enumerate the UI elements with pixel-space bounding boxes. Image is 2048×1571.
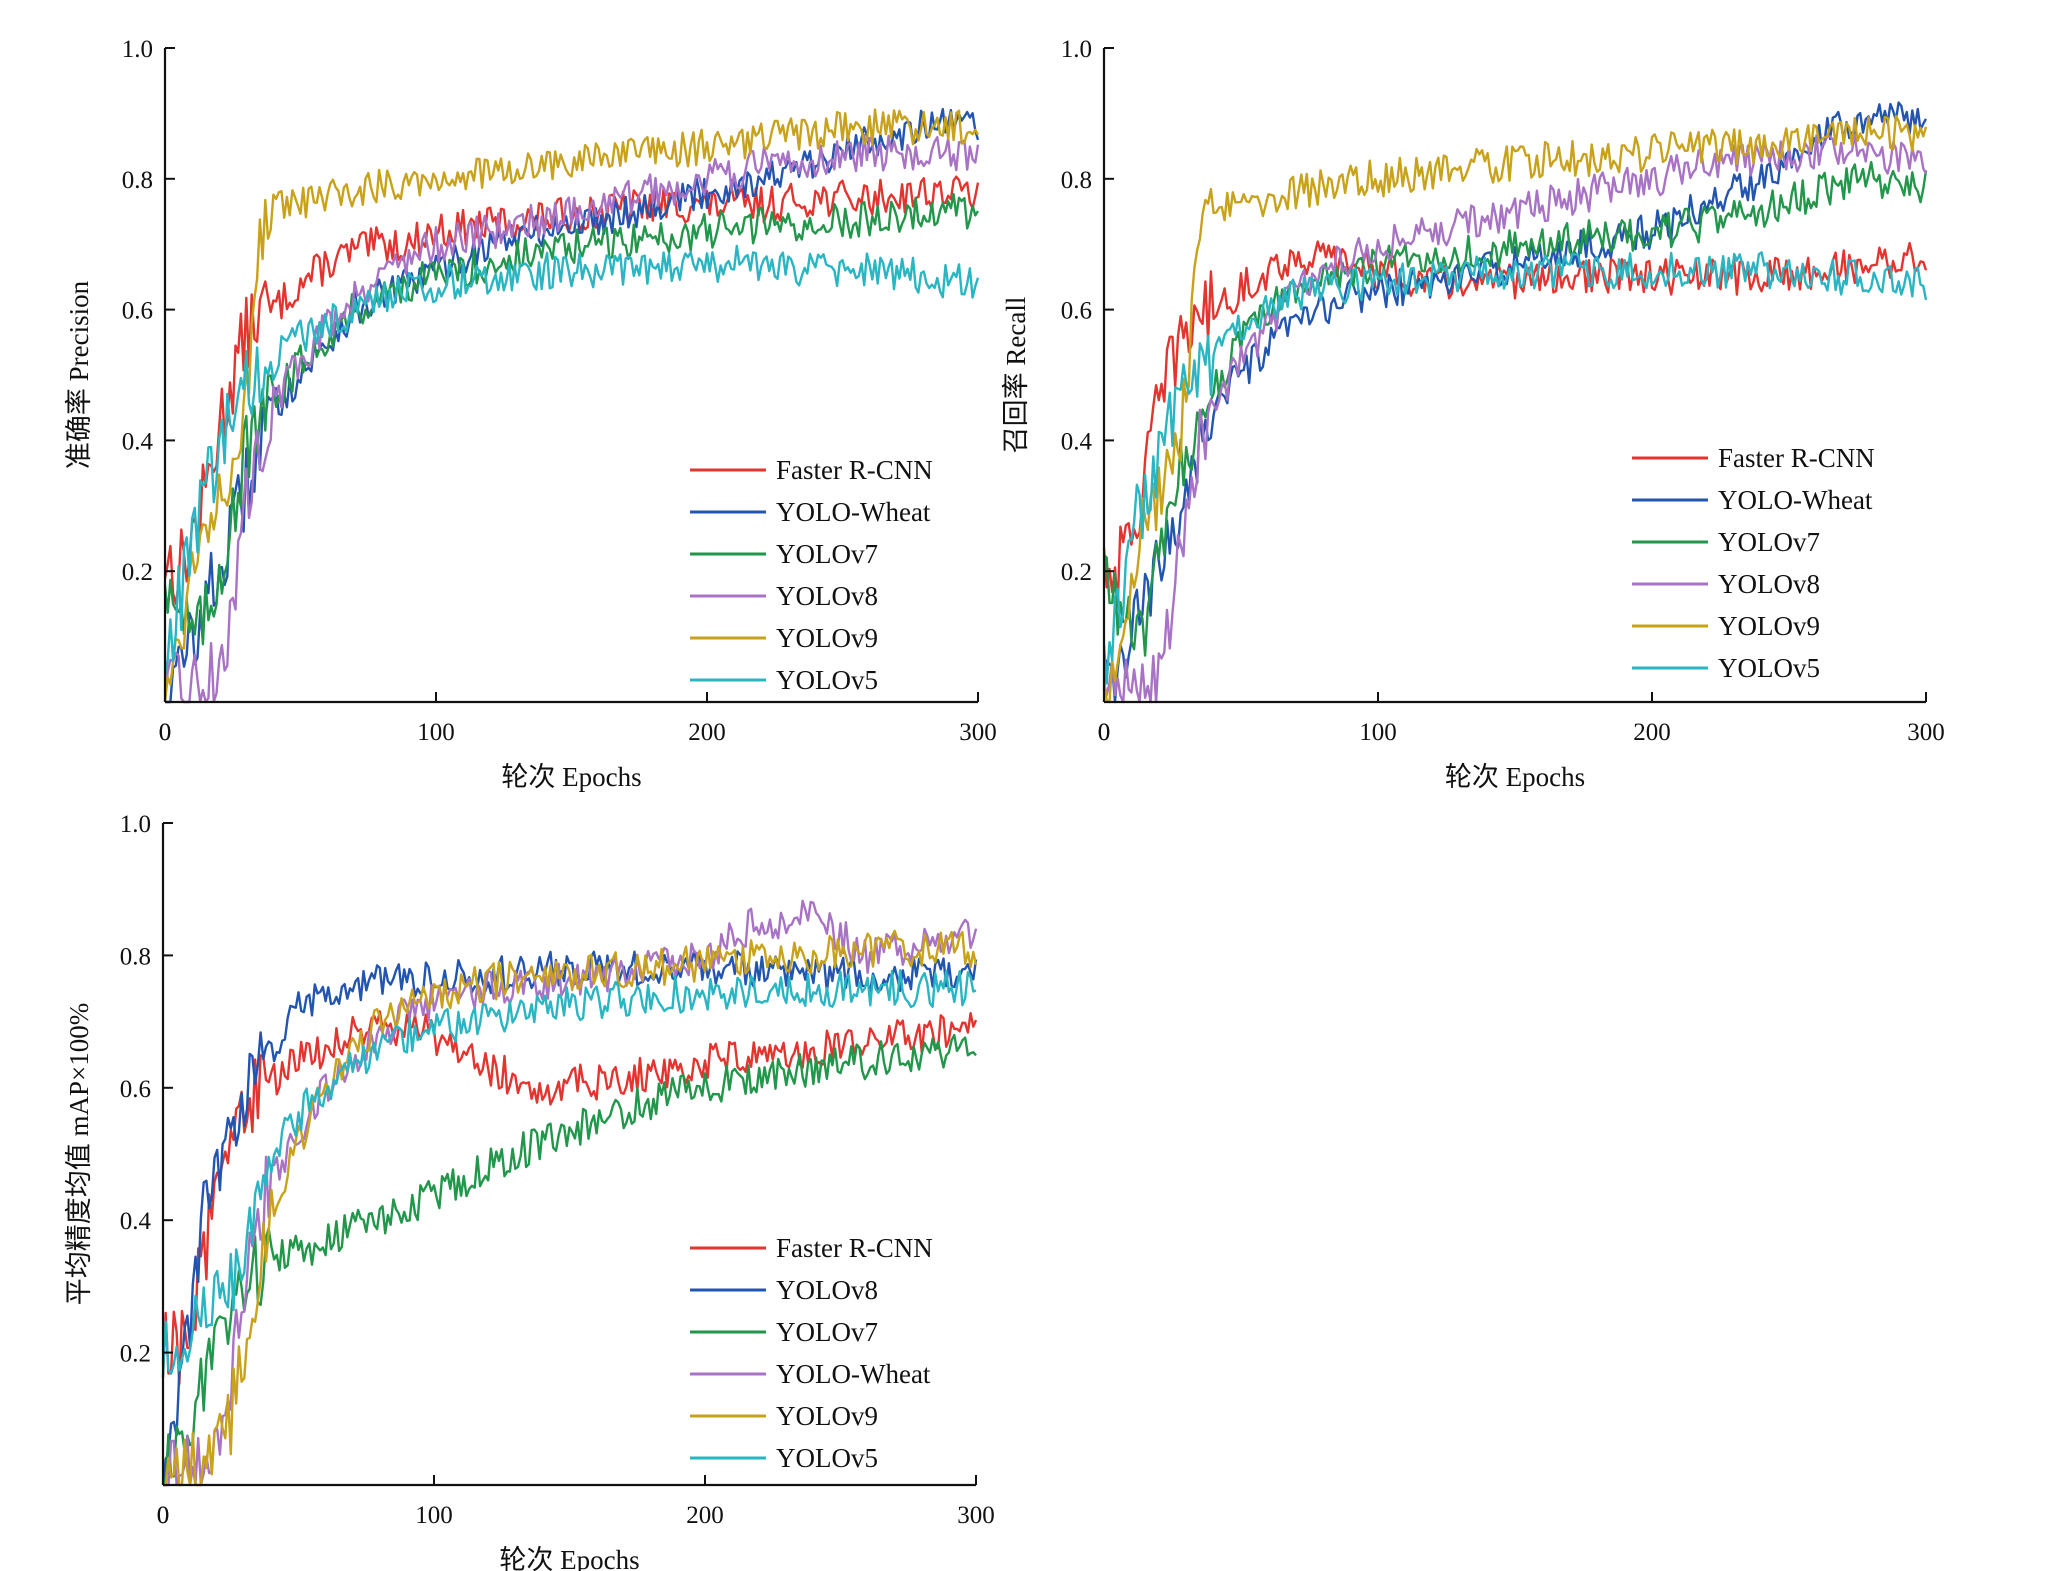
series-line-0 [1102, 240, 1928, 608]
y-tick-label: 1.0 [122, 36, 153, 63]
x-tick-label: 200 [686, 1502, 724, 1529]
x-origin-label: 0 [1098, 719, 1111, 746]
x-tick-label: 100 [415, 1502, 453, 1529]
y-tick-label: 0.2 [120, 1341, 151, 1368]
series-line-4 [163, 929, 978, 1487]
y-tick-label: 0.8 [120, 943, 151, 970]
legend: Faster R-CNN YOLO-Wheat YOLOv7 YOLOv8 YOLOv9… [1632, 443, 1875, 683]
y-tick-label: 0.2 [122, 559, 153, 586]
x-tick-label: 0 [159, 719, 172, 746]
x-tick-label: 100 [1359, 719, 1397, 746]
x-tick-label: 300 [957, 1502, 995, 1529]
legend-entry: YOLO-Wheat [1718, 485, 1873, 515]
legend-entry: YOLOv5 [776, 665, 878, 695]
series-line-2 [162, 1033, 977, 1486]
y-tick-label: 0.6 [122, 298, 153, 325]
y-tick-label: 0.4 [120, 1208, 152, 1235]
y-tick-label: 0.6 [120, 1076, 151, 1103]
x-tick-label: 0 [157, 1502, 170, 1529]
legend-entry: YOLO-Wheat [776, 497, 931, 527]
y-tick-label: 0.2 [1061, 559, 1092, 586]
x-tick-label: 200 [688, 719, 726, 746]
y-tick-label: 0.8 [122, 167, 153, 194]
x-tick-label: 0 [1098, 719, 1111, 746]
x-tick-label: 200 [1633, 719, 1671, 746]
y-axis-label: 召回率 Recall [1001, 297, 1031, 454]
y-tick-label: 0.6 [1061, 298, 1092, 325]
series-line-5 [163, 244, 980, 676]
y-tick-label: 0.8 [1061, 167, 1092, 194]
y-tick-label: 0.4 [122, 428, 154, 455]
legend-entry: Faster R-CNN [776, 455, 933, 485]
legend-entry: YOLOv8 [776, 581, 878, 611]
legend-entry: YOLOv9 [1718, 611, 1820, 641]
x-axis-label: 轮次 Epochs [501, 762, 641, 792]
legend-entry: YOLO-Wheat [776, 1359, 931, 1389]
y-tick-label: 0.4 [1061, 428, 1093, 455]
legend-entry: YOLOv9 [776, 1401, 878, 1431]
y-tick-label: 1.0 [120, 811, 151, 838]
legend: Faster R-CNN YOLOv8 YOLOv7 YOLO-Wheat YOLOv9… [690, 1233, 933, 1473]
legend-entry: YOLOv7 [776, 1317, 878, 1347]
legend-entry: Faster R-CNN [776, 1233, 933, 1263]
legend-entry: YOLOv7 [1718, 527, 1820, 557]
x-axis-label: 轮次 Epochs [499, 1545, 639, 1571]
y-axis-label: 准确率 Precision [64, 280, 94, 469]
series-line-2 [163, 192, 980, 646]
x-axis-label: 轮次 Epochs [1445, 762, 1585, 792]
y-axis-label: 平均精度均值 mAP×100% [64, 1003, 94, 1305]
series-line-5 [161, 969, 977, 1377]
legend: Faster R-CNN YOLO-Wheat YOLOv7 YOLOv8 YOLOv9… [690, 455, 933, 695]
series-line-4 [1102, 114, 1928, 704]
x-tick-label: 300 [959, 719, 997, 746]
series-line-4 [163, 108, 980, 703]
legend-entry: Faster R-CNN [1718, 443, 1875, 473]
x-tick-label: 300 [1907, 719, 1945, 746]
legend-entry: YOLOv8 [776, 1275, 878, 1305]
legend-entry: YOLOv5 [1718, 653, 1820, 683]
series-line-0 [161, 1010, 978, 1386]
x-tick-label: 100 [417, 719, 455, 746]
x-origin-label: 0 [157, 1502, 170, 1529]
legend-entry: YOLOv9 [776, 623, 878, 653]
series-line-1 [161, 949, 978, 1486]
legend-entry: YOLOv5 [776, 1443, 878, 1473]
series-line-3 [163, 133, 980, 704]
series-line-5 [1102, 251, 1928, 685]
legend-entry: YOLOv8 [1718, 569, 1820, 599]
legend-entry: YOLOv7 [776, 539, 878, 569]
x-origin-label: 0 [159, 719, 172, 746]
y-tick-label: 1.0 [1061, 36, 1092, 63]
